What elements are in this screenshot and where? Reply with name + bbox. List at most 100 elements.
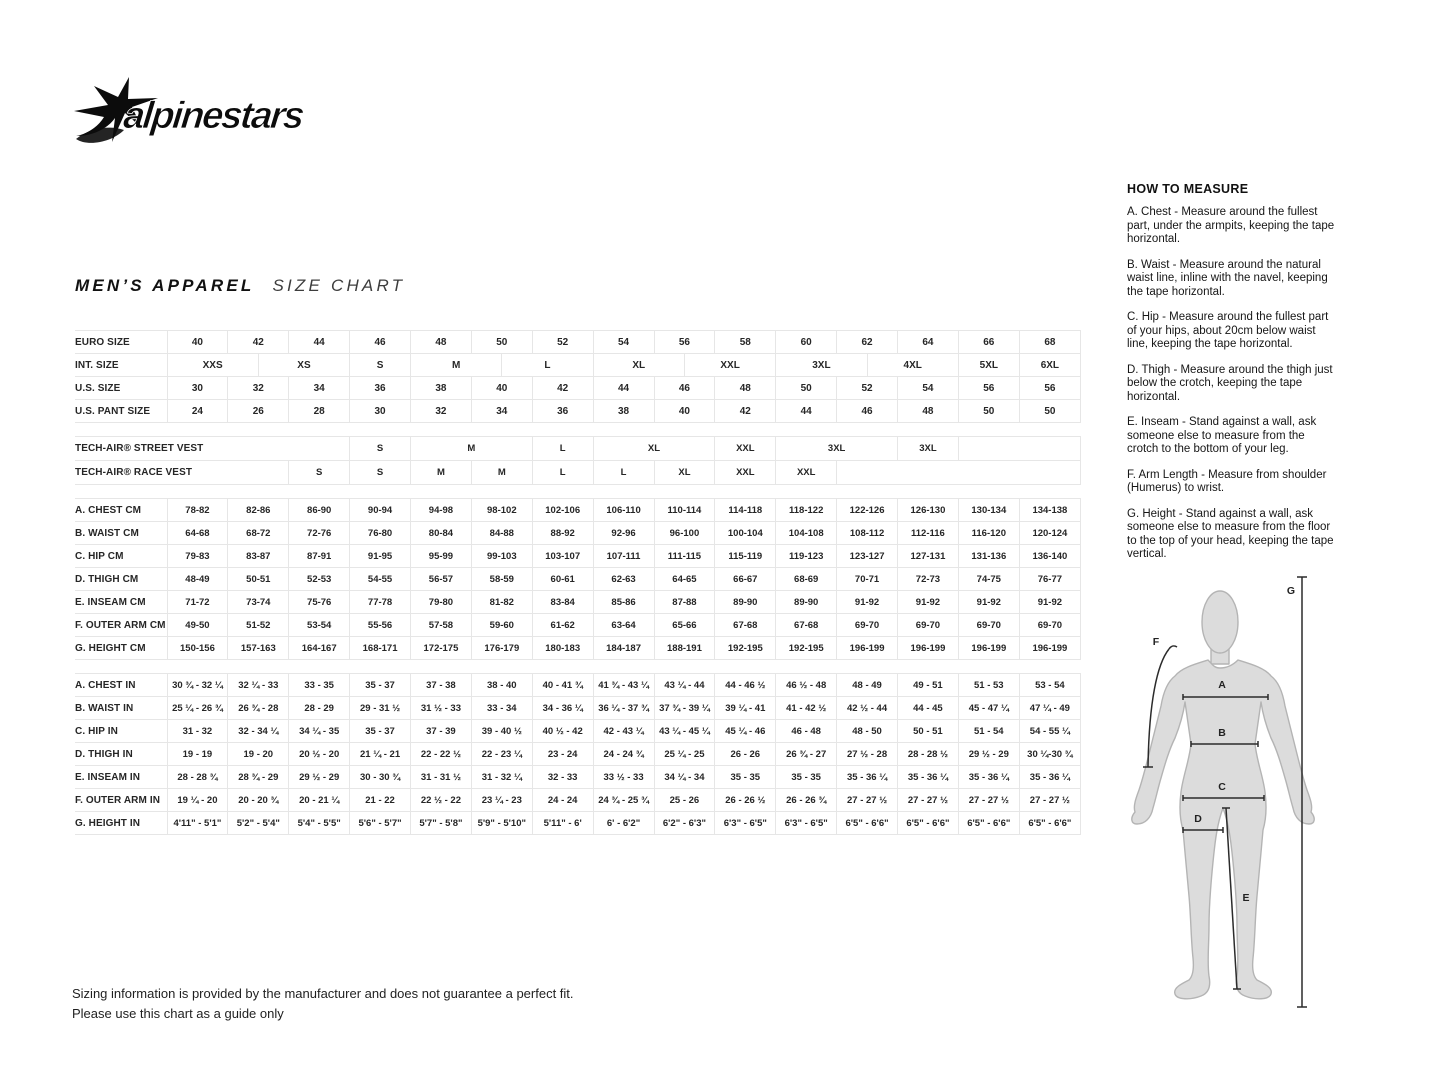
size-cell: 53-54 bbox=[288, 613, 350, 637]
size-cell: 28 ¾ - 29 bbox=[227, 765, 289, 789]
size-cell: M bbox=[410, 436, 533, 461]
size-cell: 77-78 bbox=[349, 590, 411, 614]
size-cell: 44 - 46 ½ bbox=[714, 673, 776, 697]
size-cell: 79-83 bbox=[166, 544, 228, 568]
size-cell: 35 - 37 bbox=[349, 719, 411, 743]
size-cell: XXL bbox=[714, 460, 776, 485]
size-cell: 91-95 bbox=[349, 544, 411, 568]
size-cell: 32 - 33 bbox=[531, 765, 594, 789]
row-label: EURO SIZE bbox=[75, 330, 167, 354]
measure-list: A. Chest - Measure around the fullest pa… bbox=[1127, 206, 1335, 562]
measure-item: E. Inseam - Stand against a wall, ask so… bbox=[1127, 416, 1317, 455]
row-label: E. INSEAM CM bbox=[75, 590, 167, 614]
size-cell: 19 - 20 bbox=[227, 742, 289, 766]
row-label: G. HEIGHT CM bbox=[75, 636, 167, 660]
size-cell: 30 bbox=[349, 399, 411, 423]
size-cell: XL bbox=[592, 353, 685, 377]
size-cell: 56 bbox=[1018, 376, 1082, 400]
size-cell: 36 ¼ - 37 ¾ bbox=[592, 696, 654, 720]
table-row: E. INSEAM IN 28 - 28 ¾ 28 ¾ - 29 29 ½ - 29 3… bbox=[75, 765, 1082, 789]
size-cell: XXL bbox=[775, 460, 837, 485]
label-thigh: D bbox=[1194, 813, 1202, 825]
size-cell: 35 - 36 ¼ bbox=[836, 765, 898, 789]
size-cell: 48 - 50 bbox=[836, 719, 898, 743]
size-cell: 50 - 51 bbox=[897, 719, 959, 743]
footer-disclaimer: Sizing information is provided by the ma… bbox=[72, 984, 574, 1024]
size-cell: 49-50 bbox=[166, 613, 228, 637]
size-cell: 35 - 37 bbox=[349, 673, 411, 697]
size-cell: 5XL bbox=[957, 353, 1020, 377]
size-cell: 32 ¼ - 33 bbox=[227, 673, 289, 697]
size-cell: 71-72 bbox=[166, 590, 228, 614]
page-title-sub: SIZE CHART bbox=[272, 276, 406, 295]
size-cell: 112-116 bbox=[897, 521, 959, 545]
size-cell: L bbox=[592, 460, 654, 485]
size-cell: 37 - 39 bbox=[410, 719, 472, 743]
size-cell: 34 - 36 ¼ bbox=[531, 696, 594, 720]
size-cell: 36 bbox=[349, 376, 411, 400]
size-cell: 180-183 bbox=[531, 636, 594, 660]
size-cell: 6'5" - 6'6" bbox=[836, 811, 898, 835]
size-cell: 22 ½ - 22 bbox=[410, 788, 472, 812]
size-cell: XXL bbox=[714, 436, 776, 461]
size-cell: 39 - 40 ½ bbox=[470, 719, 533, 743]
size-cell: XS bbox=[257, 353, 350, 377]
size-cell: 30 ¼-30 ¾ bbox=[1018, 742, 1082, 766]
row-label: F. OUTER ARM CM bbox=[75, 613, 167, 637]
size-cell: 176-179 bbox=[470, 636, 533, 660]
astar-icon bbox=[74, 77, 158, 143]
size-cell: 20 ½ - 20 bbox=[288, 742, 350, 766]
size-cell: 3XL bbox=[897, 436, 959, 461]
size-cell: 92-96 bbox=[592, 521, 654, 545]
size-cell: 118-122 bbox=[775, 498, 837, 522]
size-cell: 25 - 26 bbox=[653, 788, 715, 812]
size-cell: 184-187 bbox=[592, 636, 654, 660]
size-cell: 38 bbox=[410, 376, 472, 400]
size-cell: 83-84 bbox=[531, 590, 594, 614]
size-cell: 6XL bbox=[1018, 353, 1082, 377]
size-cell: 27 - 27 ½ bbox=[897, 788, 959, 812]
row-label: U.S. SIZE bbox=[75, 376, 167, 400]
row-label: E. INSEAM IN bbox=[75, 765, 167, 789]
size-cell: 122-126 bbox=[836, 498, 898, 522]
size-cell: 29 ½ - 29 bbox=[288, 765, 350, 789]
row-label: D. THIGH CM bbox=[75, 567, 167, 591]
size-cell: 91-92 bbox=[1018, 590, 1082, 614]
size-cell: 40 - 41 ¾ bbox=[531, 673, 594, 697]
size-cell: 6'2" - 6'3" bbox=[653, 811, 715, 835]
size-cell: 96-100 bbox=[653, 521, 715, 545]
size-cell: 27 - 27 ½ bbox=[836, 788, 898, 812]
size-cell: 28 - 29 bbox=[288, 696, 350, 720]
size-cell: 4'11" - 5'1" bbox=[166, 811, 228, 835]
size-cell: 108-112 bbox=[836, 521, 898, 545]
size-cell: 26 bbox=[227, 399, 289, 423]
section-spacer bbox=[75, 423, 1081, 437]
size-cell: 44 bbox=[775, 399, 837, 423]
size-cell: 99-103 bbox=[470, 544, 533, 568]
size-cell: 26 ¾ - 28 bbox=[227, 696, 289, 720]
table-row: TECH-AIR® RACE VEST S S M M L L XL XXL XXL bbox=[75, 460, 1081, 485]
size-cell: 6'3" - 6'5" bbox=[714, 811, 776, 835]
row-label: C. HIP IN bbox=[75, 719, 167, 743]
label-chest: A bbox=[1218, 679, 1226, 691]
size-cell: 26 ¾ - 27 bbox=[775, 742, 837, 766]
measure-item: D. Thigh - Measure around the thigh just… bbox=[1127, 363, 1333, 403]
size-cell: 136-140 bbox=[1018, 544, 1082, 568]
size-cell: 91-92 bbox=[897, 590, 959, 614]
size-cell: 52 bbox=[836, 376, 898, 400]
size-cell: 67-68 bbox=[714, 613, 776, 637]
size-cell: 40 bbox=[166, 330, 228, 354]
size-cell: 57-58 bbox=[410, 613, 472, 637]
size-cell: 94-98 bbox=[410, 498, 472, 522]
table-row: D. THIGH IN 19 - 19 19 - 20 20 ½ - 20 21 ¼ -… bbox=[75, 742, 1082, 766]
size-cell: 58-59 bbox=[470, 567, 533, 591]
size-cell: XXL bbox=[683, 353, 776, 377]
size-cell: 52-53 bbox=[288, 567, 350, 591]
footer-line1: Sizing information is provided by the ma… bbox=[72, 986, 574, 1001]
size-cell: 34 ¼ - 34 bbox=[653, 765, 715, 789]
size-cell: 102-106 bbox=[531, 498, 594, 522]
size-cell: 41 - 42 ½ bbox=[775, 696, 837, 720]
size-cell: 48 - 49 bbox=[836, 673, 898, 697]
size-cell: 5'6" - 5'7" bbox=[349, 811, 411, 835]
